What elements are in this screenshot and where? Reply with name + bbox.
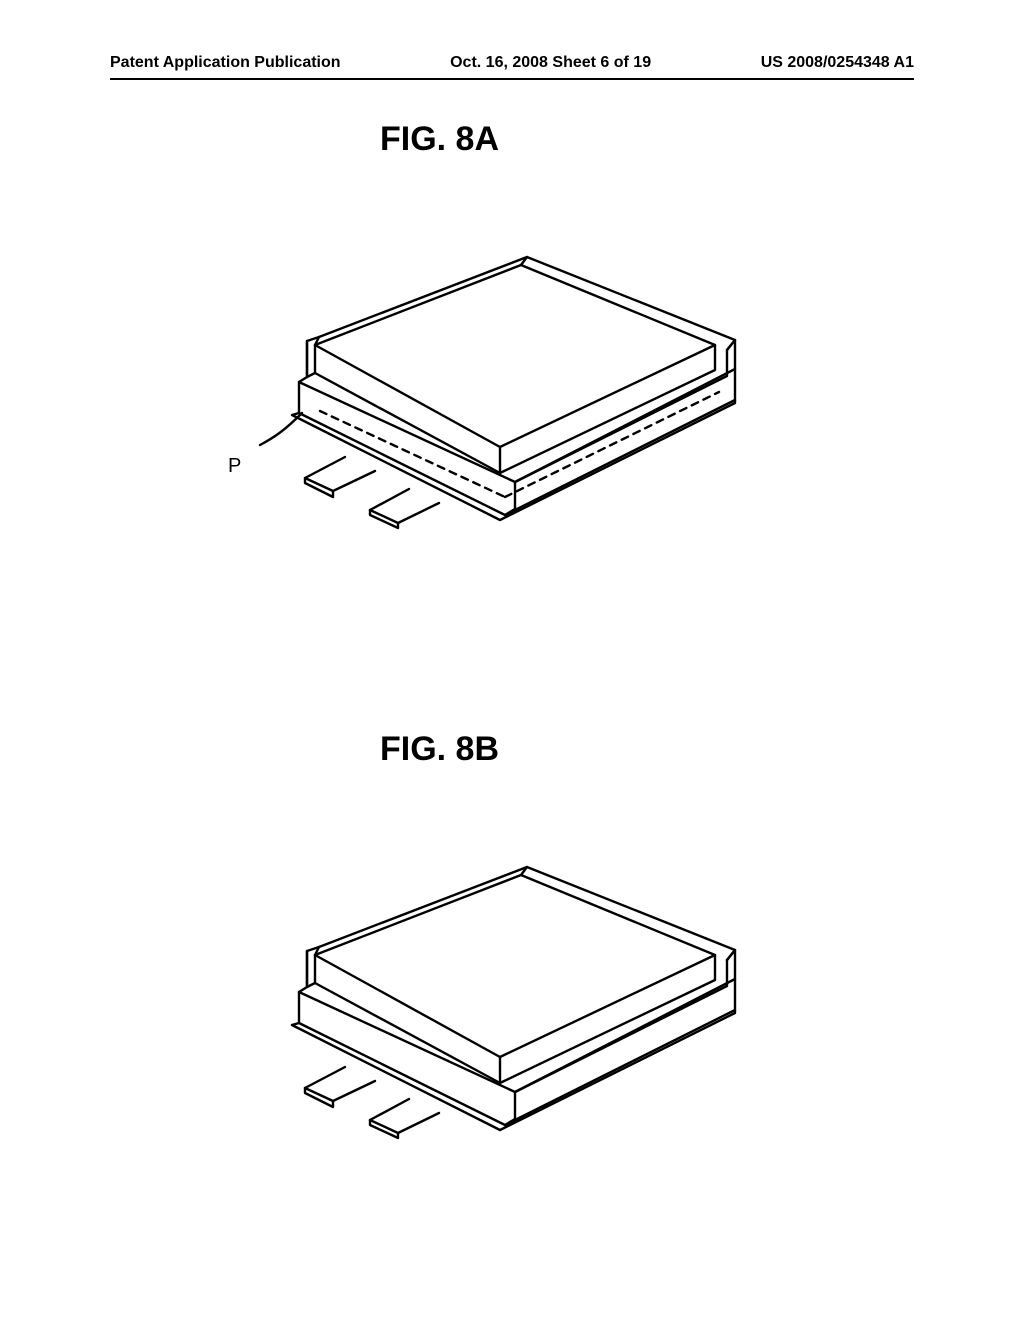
figure-8a-callout-p: P — [228, 455, 241, 478]
header-left: Patent Application Publication — [110, 54, 341, 72]
figure-8a-label: FIG. 8A — [380, 120, 499, 159]
figure-8b-label: FIG. 8B — [380, 730, 499, 769]
page-header: Patent Application Publication Oct. 16, … — [0, 54, 1024, 80]
header-row: Patent Application Publication Oct. 16, … — [110, 54, 914, 72]
header-rule — [110, 78, 914, 80]
figure-8b-drawing — [225, 855, 755, 1145]
header-right: US 2008/0254348 A1 — [761, 54, 914, 72]
figure-8a-drawing — [225, 245, 755, 535]
header-center: Oct. 16, 2008 Sheet 6 of 19 — [450, 54, 651, 72]
